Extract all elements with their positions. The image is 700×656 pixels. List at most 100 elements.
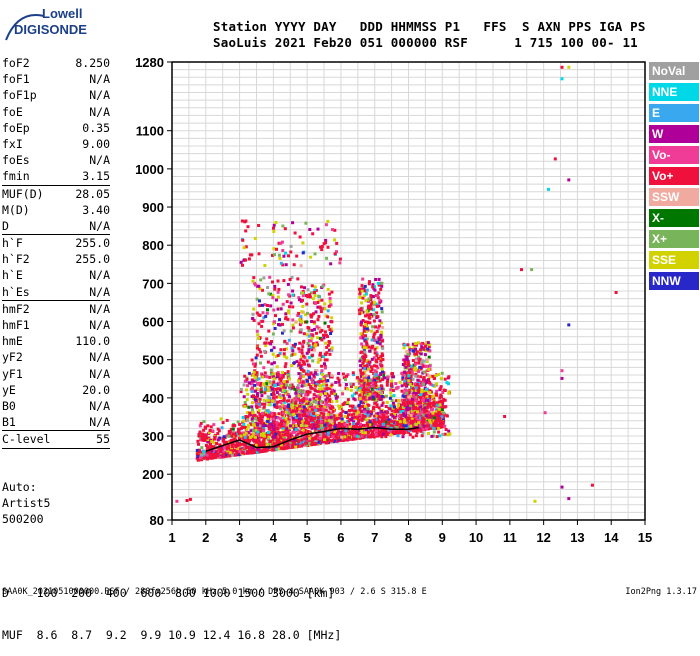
echo-point xyxy=(267,395,270,398)
x-tick-label: 12 xyxy=(536,530,550,545)
echo-point xyxy=(354,386,357,389)
y-tick-label: 800 xyxy=(142,238,164,253)
echo-point xyxy=(393,394,396,397)
echo-point xyxy=(329,332,332,335)
echo-point xyxy=(248,412,251,415)
echo-point xyxy=(287,403,290,406)
echo-point xyxy=(426,358,429,361)
x-tick-label: 14 xyxy=(604,530,619,545)
echo-point xyxy=(273,384,276,387)
echo-point xyxy=(271,281,274,284)
echo-point xyxy=(278,318,281,321)
echo-point xyxy=(286,300,289,303)
echo-point xyxy=(309,313,312,316)
echo-point xyxy=(246,393,249,396)
echo-point xyxy=(291,444,294,447)
echo-point xyxy=(293,388,296,391)
echo-point xyxy=(334,424,337,427)
echo-point xyxy=(374,369,377,372)
echo-point xyxy=(404,431,407,434)
echo-point xyxy=(319,408,322,411)
echo-point xyxy=(257,337,260,340)
echo-point xyxy=(330,420,333,423)
echo-point xyxy=(287,312,290,315)
echo-point xyxy=(243,405,246,408)
echo-point xyxy=(411,398,414,401)
echo-point xyxy=(287,399,290,402)
echo-point xyxy=(324,367,327,370)
echo-point xyxy=(262,429,265,432)
echo-point xyxy=(316,434,319,437)
echo-point xyxy=(259,278,262,281)
echo-point xyxy=(419,396,422,399)
echo-point xyxy=(252,362,255,365)
echo-point xyxy=(380,384,383,387)
echo-point xyxy=(322,408,325,411)
echo-point xyxy=(376,341,379,344)
echo-point xyxy=(386,411,389,414)
echo-point xyxy=(325,409,328,412)
echo-point xyxy=(259,351,262,354)
echo-point xyxy=(271,388,274,391)
echo-point xyxy=(363,424,366,427)
echo-point xyxy=(324,342,327,345)
echo-point xyxy=(368,383,371,386)
echo-point xyxy=(357,411,360,414)
x-tick-label: 8 xyxy=(405,530,412,545)
echo-point xyxy=(212,423,215,426)
echo-point xyxy=(297,440,300,443)
echo-point xyxy=(391,372,394,375)
echo-point xyxy=(408,407,411,410)
echo-point xyxy=(302,294,305,297)
echo-point xyxy=(261,320,264,323)
echo-point xyxy=(325,334,328,337)
echo-point xyxy=(439,424,442,427)
echo-point xyxy=(252,280,255,283)
echo-point xyxy=(259,422,262,425)
echo-point xyxy=(258,304,261,307)
echo-point xyxy=(298,405,301,408)
echo-point xyxy=(261,304,264,307)
echo-point xyxy=(307,370,310,373)
echo-point xyxy=(359,296,362,299)
echo-point xyxy=(273,436,276,439)
echo-point xyxy=(294,397,297,400)
echo-point xyxy=(389,392,392,395)
echo-point xyxy=(370,308,373,311)
echo-point xyxy=(258,403,261,406)
echo-point xyxy=(310,320,313,323)
echo-point xyxy=(414,363,417,366)
echo-point xyxy=(242,420,245,423)
echo-point xyxy=(441,401,444,404)
echo-point xyxy=(404,362,407,365)
echo-point xyxy=(209,429,212,432)
echo-point xyxy=(444,378,447,381)
echo-point xyxy=(252,411,255,414)
echo-point xyxy=(289,424,292,427)
echo-point xyxy=(374,332,377,335)
echo-point xyxy=(364,334,367,337)
echo-point xyxy=(266,449,269,452)
echo-point xyxy=(364,285,367,288)
echo-point xyxy=(314,371,317,374)
echo-point xyxy=(198,450,201,453)
echo-point xyxy=(335,400,338,403)
echo-point xyxy=(358,309,361,312)
echo-point xyxy=(303,286,306,289)
echo-point xyxy=(381,368,384,371)
echo-point xyxy=(260,434,263,437)
echo-point xyxy=(280,447,283,450)
echo-point xyxy=(243,375,246,378)
echo-point xyxy=(288,305,291,308)
echo-point xyxy=(263,406,266,409)
x-tick-label: 7 xyxy=(371,530,378,545)
echo-point xyxy=(346,387,349,390)
echo-point xyxy=(240,388,243,391)
echo-point xyxy=(255,440,258,443)
echo-point xyxy=(272,418,275,421)
echo-point xyxy=(341,392,344,395)
echo-point xyxy=(327,433,330,436)
echo-point xyxy=(261,419,264,422)
echo-point xyxy=(404,388,407,391)
echo-point xyxy=(406,343,409,346)
